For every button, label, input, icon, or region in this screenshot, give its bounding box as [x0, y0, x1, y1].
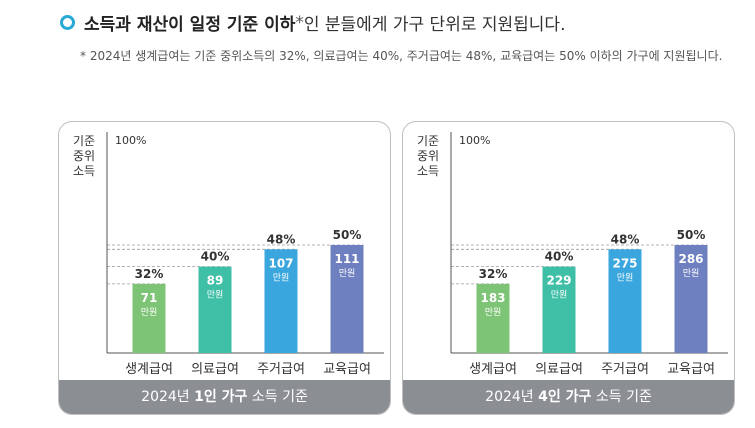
bar-1	[132, 283, 166, 353]
category-label: 교육급여	[667, 362, 715, 377]
unit-label: 만원	[273, 272, 290, 283]
heading-rest: 인 분들에게 가구 단위로 지원됩니다.	[303, 15, 566, 35]
bullet-ring-icon	[60, 15, 75, 30]
bar-3	[608, 249, 642, 353]
amount-label: 286	[678, 252, 703, 266]
bar-2	[198, 266, 232, 353]
bar-2	[542, 266, 576, 353]
percent-label: 32%	[135, 267, 164, 281]
y-axis-label: 기준 중위 소득	[72, 134, 96, 178]
y-top-tick: 100%	[115, 134, 147, 147]
unit-label: 만원	[551, 290, 568, 301]
unit-label: 만원	[617, 272, 634, 283]
amount-label: 183	[480, 291, 505, 305]
bar-1	[476, 283, 510, 353]
percent-label: 40%	[201, 250, 230, 264]
section-heading: 소득과 재산이 일정 기준 이하 * 인 분들에게 가구 단위로 지원됩니다.	[60, 10, 565, 35]
unit-label: 만원	[485, 307, 502, 318]
y-axis-label: 기준 중위 소득	[416, 134, 440, 178]
category-label: 교육급여	[323, 362, 371, 377]
unit-label: 만원	[207, 290, 224, 301]
y-top-tick: 100%	[459, 134, 491, 147]
percent-label: 50%	[333, 228, 362, 242]
unit-label: 만원	[339, 268, 356, 279]
panel-footer: 2024년 1인 가구 소득 기준	[59, 380, 390, 414]
percent-label: 32%	[479, 267, 508, 281]
amount-label: 71	[141, 291, 158, 305]
heading-star: *	[295, 12, 304, 33]
category-label: 생계급여	[469, 362, 517, 377]
category-label: 주거급여	[257, 362, 305, 377]
category-label: 의료급여	[535, 362, 583, 377]
amount-label: 275	[612, 256, 637, 270]
percent-label: 48%	[611, 232, 640, 246]
heading-bold: 소득과 재산이 일정 기준 이하	[84, 15, 296, 35]
percent-label: 48%	[267, 232, 296, 246]
bar-4	[674, 245, 708, 353]
unit-label: 만원	[141, 307, 158, 318]
footnote: * 2024년 생계급여는 기준 중위소득의 32%, 의료급여는 40%, 주…	[80, 49, 723, 63]
amount-label: 111	[334, 252, 359, 266]
amount-label: 107	[268, 256, 293, 270]
unit-label: 만원	[683, 268, 700, 279]
bar-3	[264, 249, 298, 353]
bar-4	[330, 245, 364, 353]
category-label: 주거급여	[601, 362, 649, 377]
percent-label: 50%	[677, 228, 706, 242]
category-label: 생계급여	[125, 362, 173, 377]
panel-footer: 2024년 4인 가구 소득 기준	[403, 380, 734, 414]
percent-label: 40%	[545, 250, 574, 264]
amount-label: 89	[207, 274, 224, 288]
amount-label: 229	[546, 274, 571, 288]
category-label: 의료급여	[191, 362, 239, 377]
